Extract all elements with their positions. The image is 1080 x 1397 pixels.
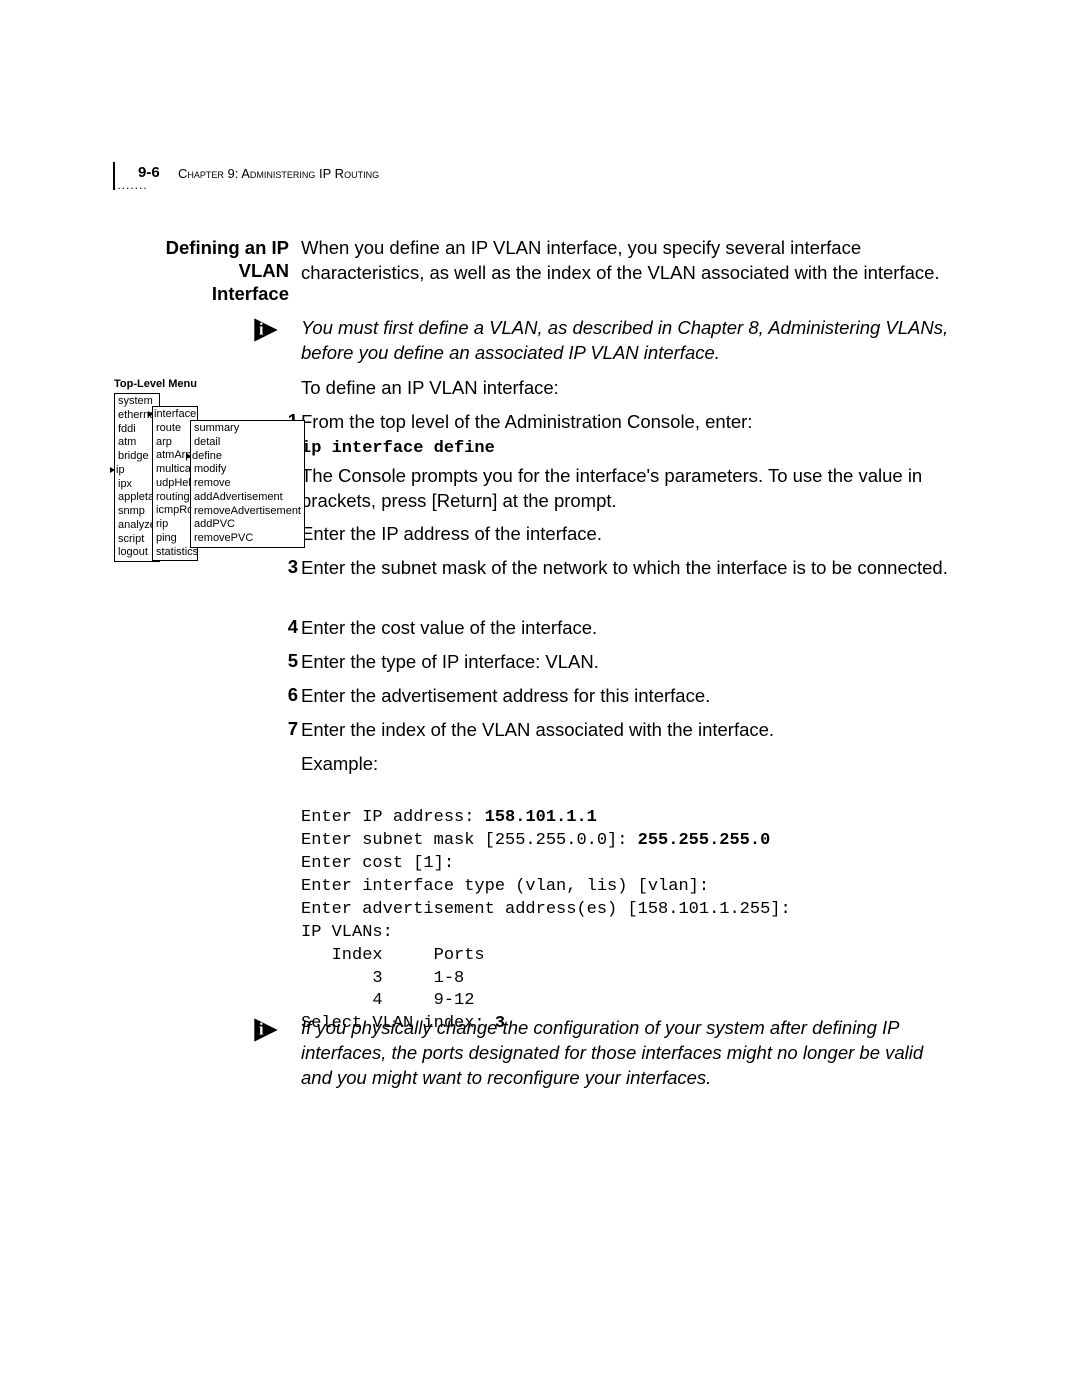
chapter-title: Chapter 9: Administering IP Routing: [178, 166, 379, 181]
ex-l5: Enter advertisement address(es) [158.101…: [301, 900, 791, 919]
menu-c2-0: interface: [154, 408, 196, 420]
example-label: Example:: [301, 752, 949, 777]
step-7-num: 7: [280, 718, 298, 740]
ex-l2a: Enter subnet mask [255.255.0.0]:: [301, 831, 638, 850]
page: ........ 9-6 Chapter 9: Administering IP…: [0, 0, 1080, 1397]
menu-c1-8: snmp: [118, 505, 156, 519]
step-1-cmd: ip interface define: [301, 438, 949, 461]
menu-c3-1: detail: [194, 436, 301, 450]
menu-c2-9: ping: [156, 532, 194, 546]
ex-l1b: 158.101.1.1: [485, 808, 597, 827]
step-7-text: Enter the index of the VLAN associated w…: [301, 718, 949, 743]
note1-text: You must first define a VLAN, as describ…: [301, 316, 949, 366]
info-icon: i: [252, 1016, 280, 1044]
step-3-text: Enter the subnet mask of the network to …: [301, 556, 949, 581]
step-1b-text: The Console prompts you for the interfac…: [301, 464, 949, 514]
menu-c1-6: ipx: [118, 478, 156, 492]
menu-c1-7: appletalk: [118, 491, 156, 505]
menu-c2-4: multicast: [156, 463, 194, 477]
step-6-num: 6: [280, 684, 298, 706]
intro-text: When you define an IP VLAN interface, yo…: [301, 236, 949, 286]
menu-c2-7: icmpRouterDiscovery: [156, 504, 194, 518]
section-heading: Defining an IP VLAN Interface: [159, 236, 289, 305]
menu-c1-0: system: [118, 395, 156, 409]
menu-c3-2-row: define: [186, 450, 301, 464]
step-2-text: Enter the IP address of the interface.: [301, 522, 949, 547]
page-number: 9-6: [138, 164, 160, 181]
menu-c3-3: modify: [194, 463, 301, 477]
ex-l4: Enter interface type (vlan, lis) [vlan]:: [301, 877, 709, 896]
menu-c2-2: arp: [156, 436, 194, 450]
step-6-text: Enter the advertisement address for this…: [301, 684, 949, 709]
menu-c2-1: route: [156, 422, 194, 436]
arrow-icon: [148, 411, 153, 417]
menu-title: Top-Level Menu: [114, 378, 197, 392]
ex-l3: Enter cost [1]:: [301, 854, 454, 873]
menu-c3-4: remove: [194, 477, 301, 491]
menu-c1-5-row: ip: [110, 464, 156, 478]
note2-text: If you physically change the configurati…: [301, 1016, 949, 1091]
info-icon: i: [252, 316, 280, 344]
step-5-num: 5: [280, 650, 298, 672]
menu-c3-6: removeAdvertisement: [194, 505, 301, 519]
menu-c2-8: rip: [156, 518, 194, 532]
menu-c1-9: analyzer: [118, 519, 156, 533]
ex-l7: Index Ports: [301, 946, 485, 965]
ex-l1a: Enter IP address:: [301, 808, 485, 827]
step-1-text: From the top level of the Administration…: [301, 410, 949, 435]
ex-l9: 4 9-12: [301, 991, 474, 1010]
menu-c3-5: addAdvertisement: [194, 491, 301, 505]
menu-c2-0-row: interface: [148, 408, 194, 422]
svg-text:i: i: [259, 1020, 264, 1039]
ex-l2b: 255.255.255.0: [638, 831, 771, 850]
menu-c1-3: atm: [118, 436, 156, 450]
step-4-num: 4: [280, 616, 298, 638]
lead-text: To define an IP VLAN interface:: [301, 376, 949, 401]
step-3-num: 3: [280, 556, 298, 578]
menu-c1-10: script: [118, 533, 156, 547]
menu-c3-8: removePVC: [194, 532, 301, 546]
menu-c2-10: statistics: [156, 546, 194, 560]
step-4-text: Enter the cost value of the interface.: [301, 616, 949, 641]
arrow-icon: [110, 467, 115, 473]
menu-c3-0: summary: [194, 422, 301, 436]
menu-c1-5: ip: [116, 464, 125, 476]
svg-text:i: i: [259, 320, 264, 339]
ex-l8: 3 1-8: [301, 969, 464, 988]
menu-col3: summary detail define modify remove addA…: [190, 420, 305, 548]
menu-c2-5: udpHelper: [156, 477, 194, 491]
menu-c1-4: bridge: [118, 450, 156, 464]
example-block: Enter IP address: 158.101.1.1 Enter subn…: [301, 784, 949, 1036]
menu-c1-11: logout: [118, 546, 156, 560]
step-5-text: Enter the type of IP interface: VLAN.: [301, 650, 949, 675]
menu-c2-6: routing: [156, 491, 194, 505]
menu-c3-2: define: [192, 450, 222, 462]
arrow-icon: [186, 453, 191, 459]
ex-l6: IP VLANs:: [301, 923, 393, 942]
menu-c1-2: fddi: [118, 423, 156, 437]
menu-diagram: Top-Level Menu system ethernet fddi atm …: [114, 378, 197, 394]
menu-c3-7: addPVC: [194, 518, 301, 532]
